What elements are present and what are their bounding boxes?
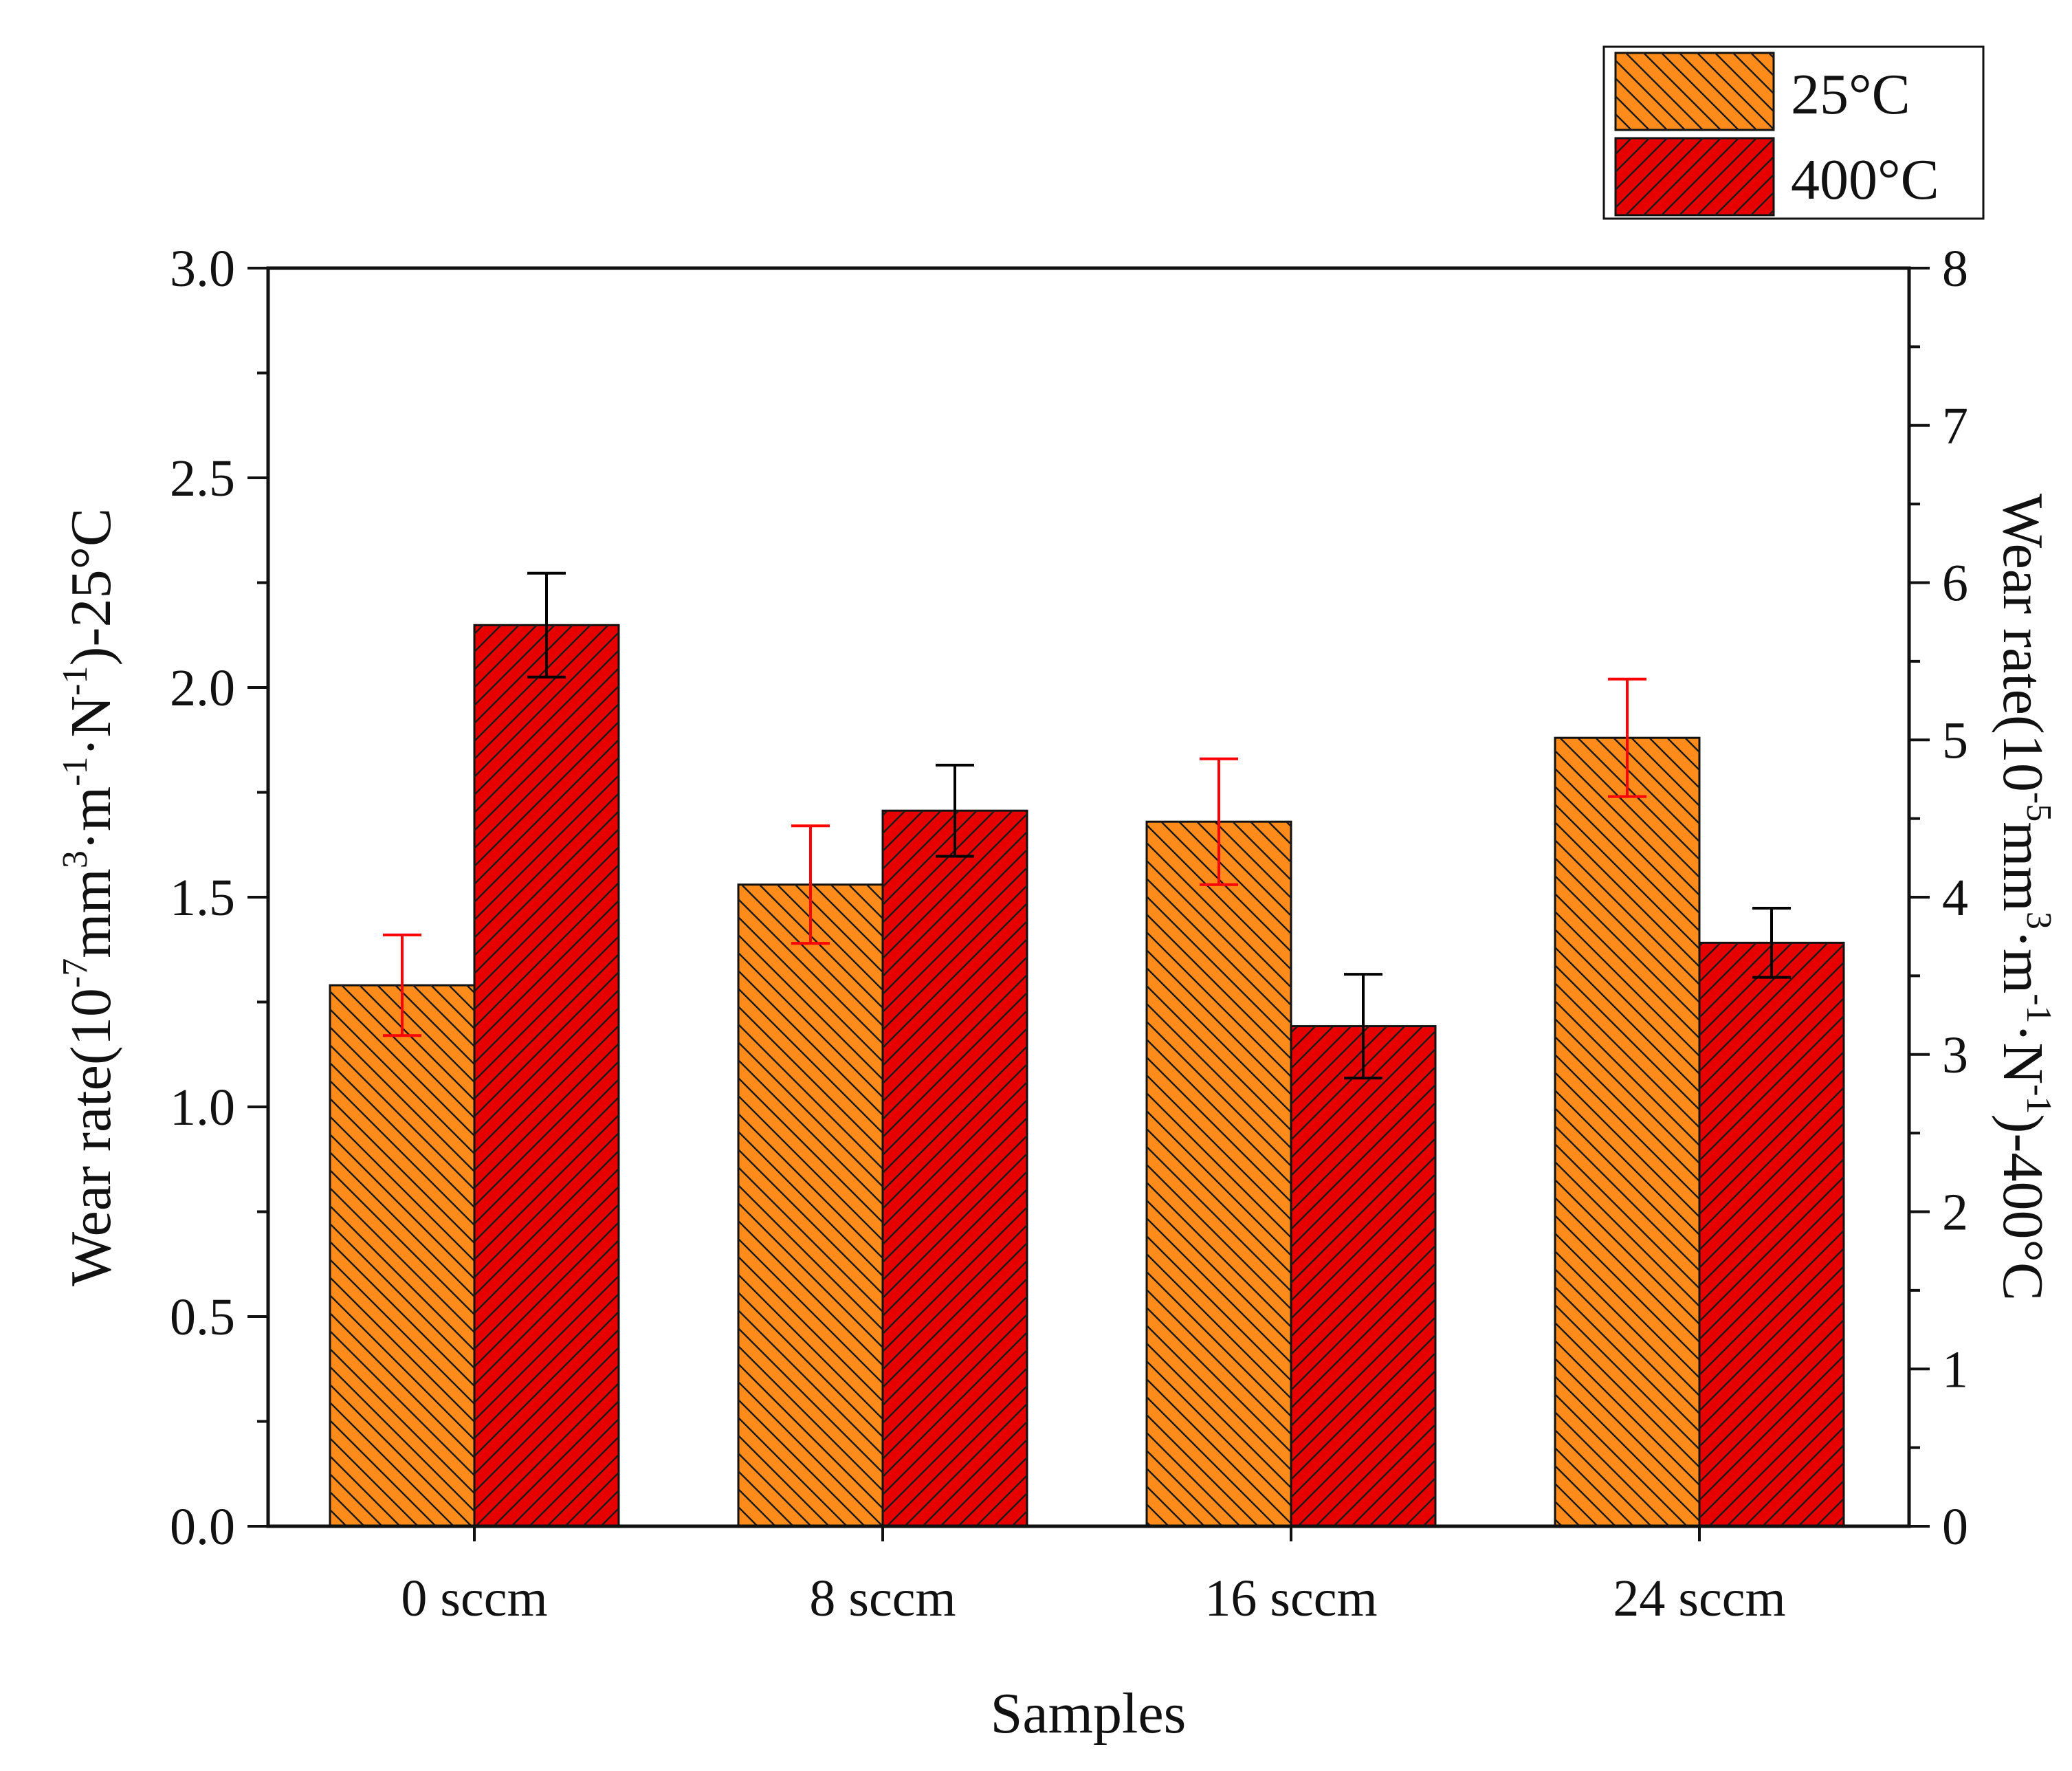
error-bar-400c-1 — [936, 763, 974, 858]
error-bar-25c-0 — [383, 933, 421, 1037]
bar-hatch-400c-3 — [1699, 943, 1844, 1526]
x-tick-label: 24 sccm — [1613, 1570, 1785, 1627]
legend: 25°C 400°C — [1602, 45, 1985, 220]
right-tick-label: 3 — [1942, 1026, 1968, 1084]
bars-layer — [329, 624, 1845, 1528]
legend-swatch-400c-hatch — [1616, 138, 1774, 215]
bar-hatch-400c-1 — [883, 811, 1027, 1526]
legend-swatch-25c-hatch — [1616, 53, 1774, 130]
plot-frame — [266, 266, 1911, 1528]
legend-label-400c: 400°C — [1791, 148, 1939, 212]
bar-hatch-25c-1 — [738, 884, 883, 1526]
left-tick-label: 3.0 — [170, 240, 235, 298]
left-tick-label: 1.0 — [170, 1079, 235, 1136]
bar-hatch-25c-3 — [1555, 738, 1699, 1526]
right-tick-label: 1 — [1942, 1341, 1968, 1398]
right-tick-label: 5 — [1942, 712, 1968, 769]
right-axis-title: Wear rate(10-5mm3·m-1·N-1)-400°C — [1991, 494, 2058, 1301]
error-bars-layer — [383, 571, 1791, 1080]
ticks-layer: 0 sccm 8 sccm 16 sccm 24 sccm 0.0 0.5 1.0 1.5 2.… — [170, 240, 1968, 1627]
left-axis-title: Wear rate(10-7mm3·m-1·N-1)-25°C — [56, 508, 123, 1286]
right-tick-label: 7 — [1942, 397, 1968, 455]
x-tick-label: 0 sccm — [401, 1570, 547, 1627]
error-bar-400c-2 — [1344, 973, 1382, 1080]
bar-hatch-25c-0 — [330, 985, 474, 1526]
bar-hatch-400c-0 — [474, 625, 619, 1527]
right-tick-label: 6 — [1942, 555, 1968, 613]
legend-item-25c: 25°C — [1614, 52, 1910, 131]
bar-hatch-25c-2 — [1147, 822, 1291, 1526]
right-tick-label: 8 — [1942, 240, 1968, 298]
legend-item-400c: 400°C — [1614, 137, 1939, 217]
left-tick-label: 2.0 — [170, 659, 235, 717]
error-bar-400c-3 — [1752, 907, 1791, 979]
left-tick-label: 2.5 — [170, 450, 235, 507]
error-bar-25c-1 — [791, 824, 830, 945]
error-bar-400c-0 — [527, 571, 566, 679]
x-tick-label: 8 sccm — [809, 1570, 956, 1627]
x-tick-label: 16 sccm — [1204, 1570, 1377, 1627]
left-tick-label: 0.5 — [170, 1288, 235, 1346]
right-tick-label: 2 — [1942, 1184, 1968, 1242]
error-bar-25c-3 — [1608, 677, 1646, 798]
left-tick-label: 0.0 — [170, 1498, 235, 1556]
error-bar-25c-2 — [1200, 757, 1238, 886]
bar-hatch-400c-2 — [1291, 1026, 1435, 1526]
right-tick-label: 4 — [1942, 869, 1968, 927]
legend-label-25c: 25°C — [1791, 63, 1910, 126]
left-tick-label: 1.5 — [170, 869, 235, 927]
x-axis-title: Samples — [991, 1682, 1187, 1746]
right-tick-label: 0 — [1942, 1498, 1968, 1556]
